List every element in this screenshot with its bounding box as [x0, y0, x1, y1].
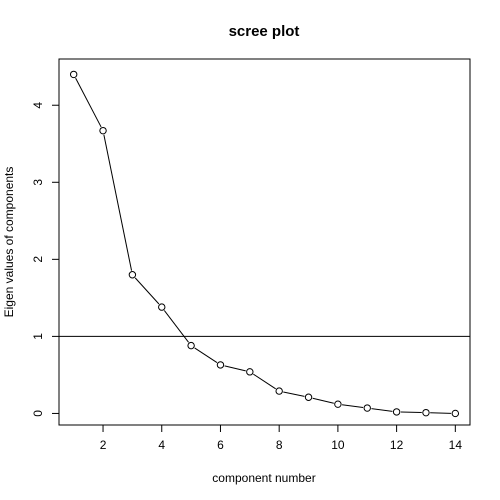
x-tick-label: 10	[331, 438, 345, 452]
data-point	[275, 387, 283, 395]
x-tick-label: 14	[449, 438, 463, 452]
y-axis-label: Eigen values of components	[2, 167, 16, 318]
y-tick-label: 1	[31, 333, 45, 340]
series-segment	[75, 77, 102, 128]
data-point	[334, 400, 342, 408]
series-segment	[283, 391, 305, 397]
series-segment	[371, 408, 393, 412]
data-point	[304, 393, 313, 401]
plot-frame	[58, 58, 471, 426]
data-point	[422, 408, 430, 417]
data-point	[363, 404, 371, 412]
series-segment	[163, 310, 189, 343]
data-point	[69, 70, 78, 79]
data-point	[451, 409, 460, 418]
y-tick-label: 0	[31, 410, 45, 417]
x-tick-label: 2	[100, 438, 107, 452]
y-tick-label: 4	[31, 102, 45, 109]
series-segment	[430, 412, 452, 414]
data-point	[246, 368, 254, 376]
y-tick-label: 3	[31, 179, 45, 186]
chart-title: scree plot	[229, 23, 300, 40]
series-segment	[103, 134, 133, 271]
series-segment	[341, 404, 364, 408]
data-point	[392, 408, 401, 416]
x-tick-label: 12	[390, 438, 404, 452]
y-tick-label: 2	[31, 256, 45, 263]
x-tick-label: 4	[158, 438, 165, 452]
series-segment	[134, 277, 160, 305]
data-point	[99, 126, 107, 135]
series-segment	[253, 373, 276, 390]
x-axis: 2 4 6 8 10 12 14	[100, 424, 463, 452]
series-segment	[312, 397, 334, 404]
series-segment	[224, 365, 246, 372]
x-tick-label: 6	[217, 438, 224, 452]
data-point	[128, 271, 137, 279]
series-layer	[69, 70, 460, 418]
data-point	[158, 303, 166, 311]
y-axis: 0 1 2 3 4	[31, 102, 60, 417]
data-point	[187, 341, 195, 350]
data-point	[216, 361, 225, 369]
x-axis-label: component number	[212, 471, 315, 485]
series-segment	[400, 411, 422, 414]
x-tick-label: 8	[276, 438, 283, 452]
series-segment	[194, 347, 218, 364]
